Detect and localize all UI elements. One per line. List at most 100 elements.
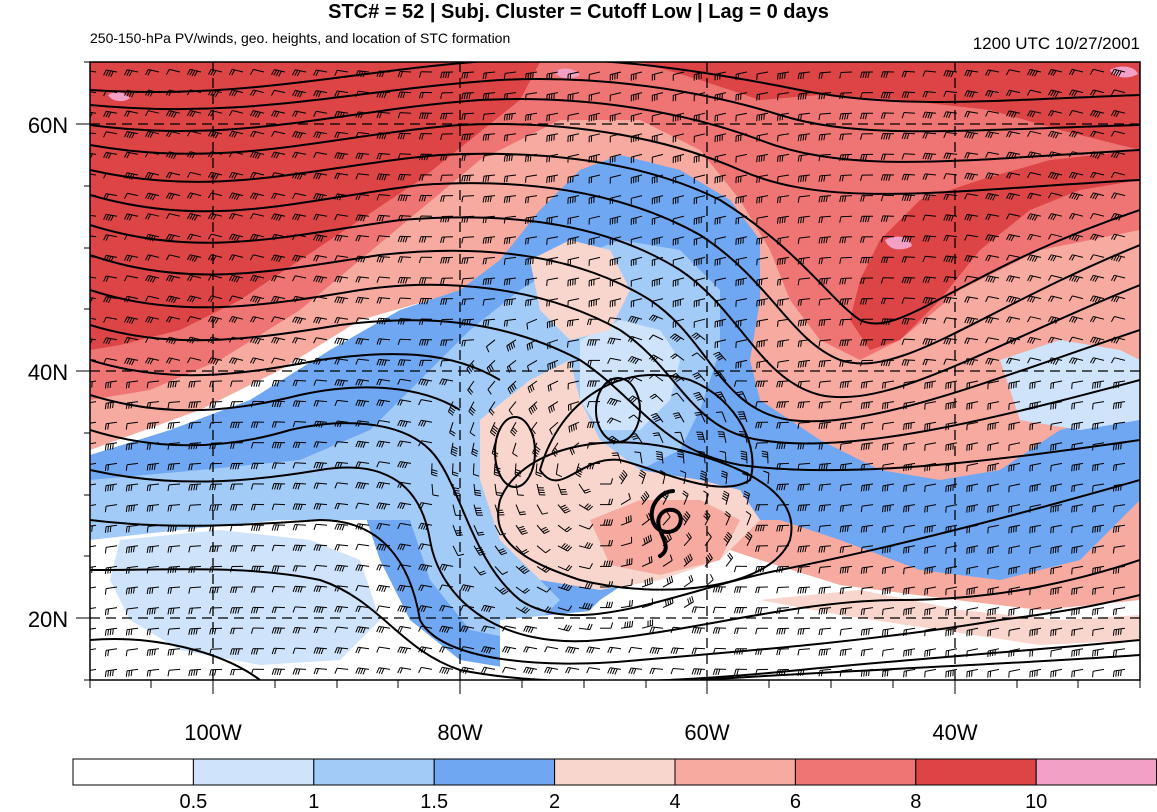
wind-barb-feather [193,525,196,532]
wind-barb-feather [589,463,592,470]
wind-barb-feather [378,318,382,325]
wind-barb-feather [903,526,905,534]
wind-barb [1051,401,1063,405]
wind-barb-feather [904,277,907,284]
wind-barb-feather [188,649,191,656]
wind-barb-feather [757,566,760,573]
wind-barb [169,357,181,361]
wind-barb [862,401,874,404]
wind-barb [819,565,832,568]
wind-barb-feather [1047,151,1052,158]
wind-barb-feather [440,72,443,79]
wind-barb-feather [797,299,800,306]
wind-barb-feather [292,151,296,158]
wind-barb-feather [357,441,361,448]
wind-barb-feather [399,647,403,654]
wind-barb [736,71,748,75]
wind-barb-feather [884,444,886,451]
wind-barb-feather [1047,295,1052,302]
wind-barb-feather [882,568,884,575]
wind-barb [536,524,545,534]
wind-barb-feather [842,608,844,615]
wind-barb-feather [360,627,364,634]
wind-barb-feather [336,91,340,97]
wind-barb-feather [355,235,359,242]
wind-barb [798,607,811,609]
wind-barb-feather [721,497,728,502]
wind-barb [841,380,853,383]
wind-barb [169,336,181,341]
wind-barb-feather [964,255,968,262]
wind-barb-feather [907,587,910,595]
wind-barb-feather [818,402,821,409]
wind-barb-feather [969,132,973,139]
wind-barb [1030,483,1042,487]
wind-barb-feather [126,90,131,97]
wind-barb-feather [255,380,259,387]
wind-barb [1093,274,1105,279]
wind-barb [148,380,160,383]
wind-barb [610,337,622,341]
wind-barb-feather [860,588,863,595]
wind-barb [778,318,790,322]
wind-barb [799,153,811,157]
wind-barb-feather [474,489,481,492]
wind-barb-feather [929,153,933,160]
wind-barb [378,255,391,258]
wind-barb-feather [903,609,905,616]
wind-barb-feather [502,625,506,632]
wind-barb-feather [603,560,606,567]
wind-barb [725,473,728,485]
wind-barb-feather [418,71,422,78]
wind-barb-feather [777,238,779,245]
wind-barb-feather [485,258,487,265]
wind-barb-feather [1052,132,1057,138]
wind-barb [1072,483,1084,487]
wind-barb-feather [860,154,863,161]
wind-barb [1030,524,1042,528]
wind-barb-feather [684,513,690,519]
wind-barb-feather [1110,151,1115,158]
wind-barb-feather [336,111,340,118]
wind-barb-feather [292,421,296,428]
wind-barb-feather [214,442,217,450]
wind-barb-feather [336,503,340,510]
wind-barb-feather [778,443,781,450]
wind-barb-feather [1075,546,1078,553]
wind-barb-feather [969,256,973,263]
wind-barb-feather [463,175,466,182]
wind-barb [557,607,569,612]
wind-barb-feather [755,381,758,388]
wind-barb-feather [295,524,298,531]
wind-barb-feather [534,448,540,453]
wind-barb-feather [165,336,170,343]
wind-barb [1009,607,1021,611]
wind-barb-feather [236,194,240,201]
wind-barb-feather [546,259,548,266]
wind-barb-feather [865,443,868,450]
wind-barb-feather [779,196,781,203]
wind-barb-feather [524,589,530,594]
wind-barb [1051,89,1063,94]
wind-barb-feather [1050,110,1055,117]
wind-barb-feather [275,255,280,262]
wind-barb-feather [105,152,110,159]
wind-barb-feather [860,92,863,99]
wind-barb [925,91,937,94]
wind-barb [442,625,454,629]
wind-barb-feather [103,152,107,159]
wind-barb-feather [189,69,194,76]
wind-barb-feather [568,605,573,612]
wind-barb-feather [818,175,821,182]
wind-barb [484,174,496,177]
wind-barb-feather [886,505,889,512]
wind-barb [799,318,811,321]
wind-barb-feather [168,296,173,303]
wind-barb [1093,607,1105,610]
wind-barb-feather [151,649,154,656]
wind-barb-feather [234,463,238,470]
wind-barb-feather [1029,275,1034,282]
wind-barb-feather [191,296,196,303]
wind-barb-feather [503,135,506,142]
wind-barb-feather [692,372,699,376]
